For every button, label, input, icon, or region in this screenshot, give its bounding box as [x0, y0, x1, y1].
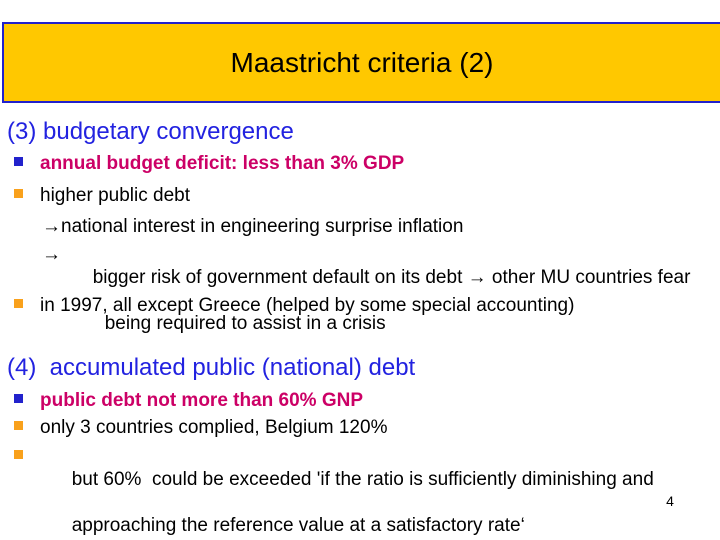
list-item-line: bigger risk of government default on its… [92, 267, 691, 288]
bullet-square-icon [14, 299, 23, 308]
list-item-line: being required to assist in a crisis [104, 313, 386, 334]
list-item-text: national interest in engineering surpris… [61, 216, 464, 237]
list-item-text: bigger risk of government default on its… [61, 243, 691, 358]
bullet-square-icon [14, 394, 23, 403]
list-item-text: annual budget deficit: less than 3% GDP [40, 153, 405, 174]
arrow-icon: → [42, 244, 61, 265]
list-item-text: only 3 countries complied, Belgium 120% [40, 417, 388, 438]
title-bar: Maastricht criteria (2) [2, 22, 720, 103]
page-number: 4 [666, 493, 674, 509]
list-item-line: approaching the reference value at a sat… [71, 515, 525, 536]
section-heading-accumulated-public-debt: (4) accumulated public (national) debt [7, 354, 416, 381]
bullet-square-icon [14, 421, 23, 430]
list-item-text: in 1997, all except Greece (helped by so… [40, 295, 575, 316]
list-item-line: but 60% could be exceeded 'if the ratio … [71, 469, 654, 490]
list-item-text: higher public debt [40, 185, 190, 206]
list-item: but 60% could be exceeded 'if the ratio … [14, 445, 654, 540]
list-item: higher public debt [14, 184, 190, 207]
list-item: annual budget deficit: less than 3% GDP [14, 152, 404, 175]
bullet-square-icon [14, 157, 23, 166]
arrow-sub-item: → bigger risk of government default on i… [42, 243, 690, 358]
slide-title: Maastricht criteria (2) [230, 46, 494, 78]
bullet-square-icon [14, 450, 23, 459]
list-item: only 3 countries complied, Belgium 120% [14, 416, 387, 439]
arrow-icon: → [42, 216, 61, 237]
list-item: in 1997, all except Greece (helped by so… [14, 294, 574, 317]
section-heading-budgetary-convergence: (3) budgetary convergence [7, 118, 294, 145]
list-item-text: but 60% could be exceeded 'if the ratio … [40, 445, 654, 540]
list-item: public debt not more than 60% GNP [14, 389, 363, 412]
arrow-sub-item: → national interest in engineering surpr… [42, 215, 463, 238]
list-item-text: public debt not more than 60% GNP [40, 390, 364, 411]
bullet-square-icon [14, 189, 23, 198]
